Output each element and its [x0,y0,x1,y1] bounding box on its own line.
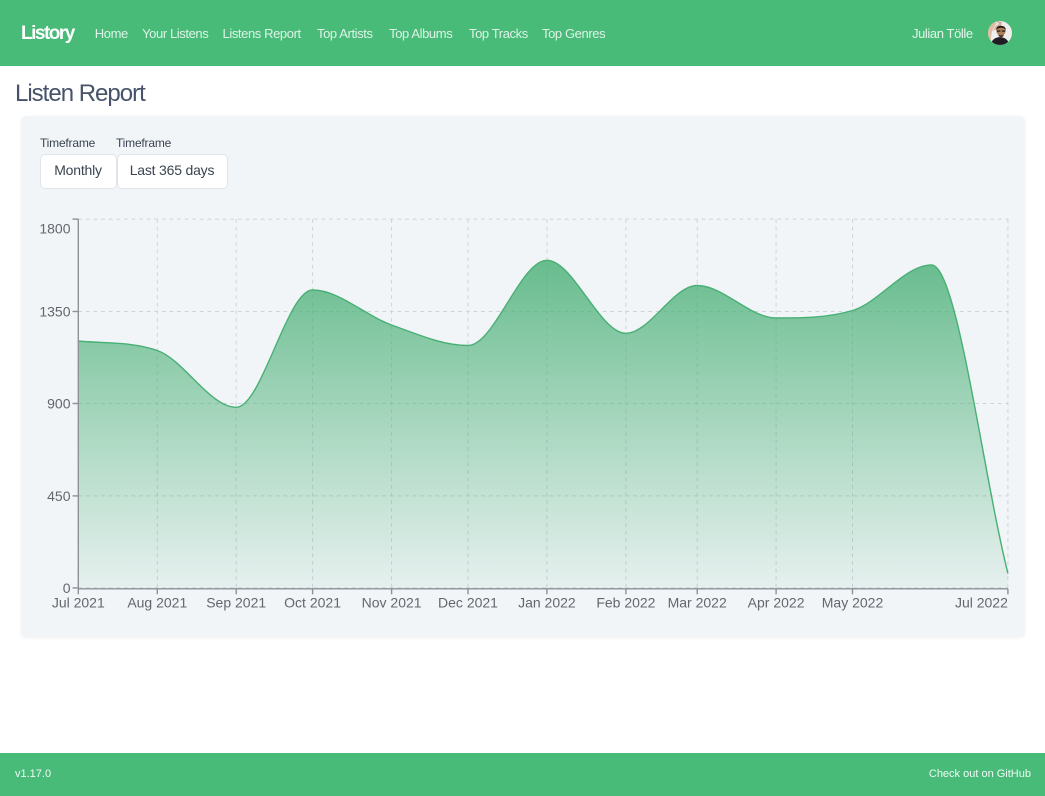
svg-text:May 2022: May 2022 [822,594,884,610]
svg-text:0: 0 [63,580,71,596]
svg-text:Apr 2022: Apr 2022 [748,594,805,610]
svg-text:Oct 2021: Oct 2021 [284,594,341,610]
svg-text:1800: 1800 [39,221,70,237]
svg-text:Jan 2022: Jan 2022 [518,594,576,610]
svg-text:Aug 2021: Aug 2021 [127,594,187,610]
svg-text:Dec 2021: Dec 2021 [438,594,498,610]
svg-text:Sep 2021: Sep 2021 [206,594,266,610]
svg-text:900: 900 [47,396,71,412]
svg-text:Jul 2022: Jul 2022 [955,594,1008,610]
svg-text:1350: 1350 [39,304,70,320]
svg-text:Nov 2021: Nov 2021 [362,594,422,610]
svg-text:Jul 2021: Jul 2021 [52,594,105,610]
svg-text:Feb 2022: Feb 2022 [596,594,655,610]
svg-text:450: 450 [47,488,71,504]
svg-text:Mar 2022: Mar 2022 [668,594,727,610]
